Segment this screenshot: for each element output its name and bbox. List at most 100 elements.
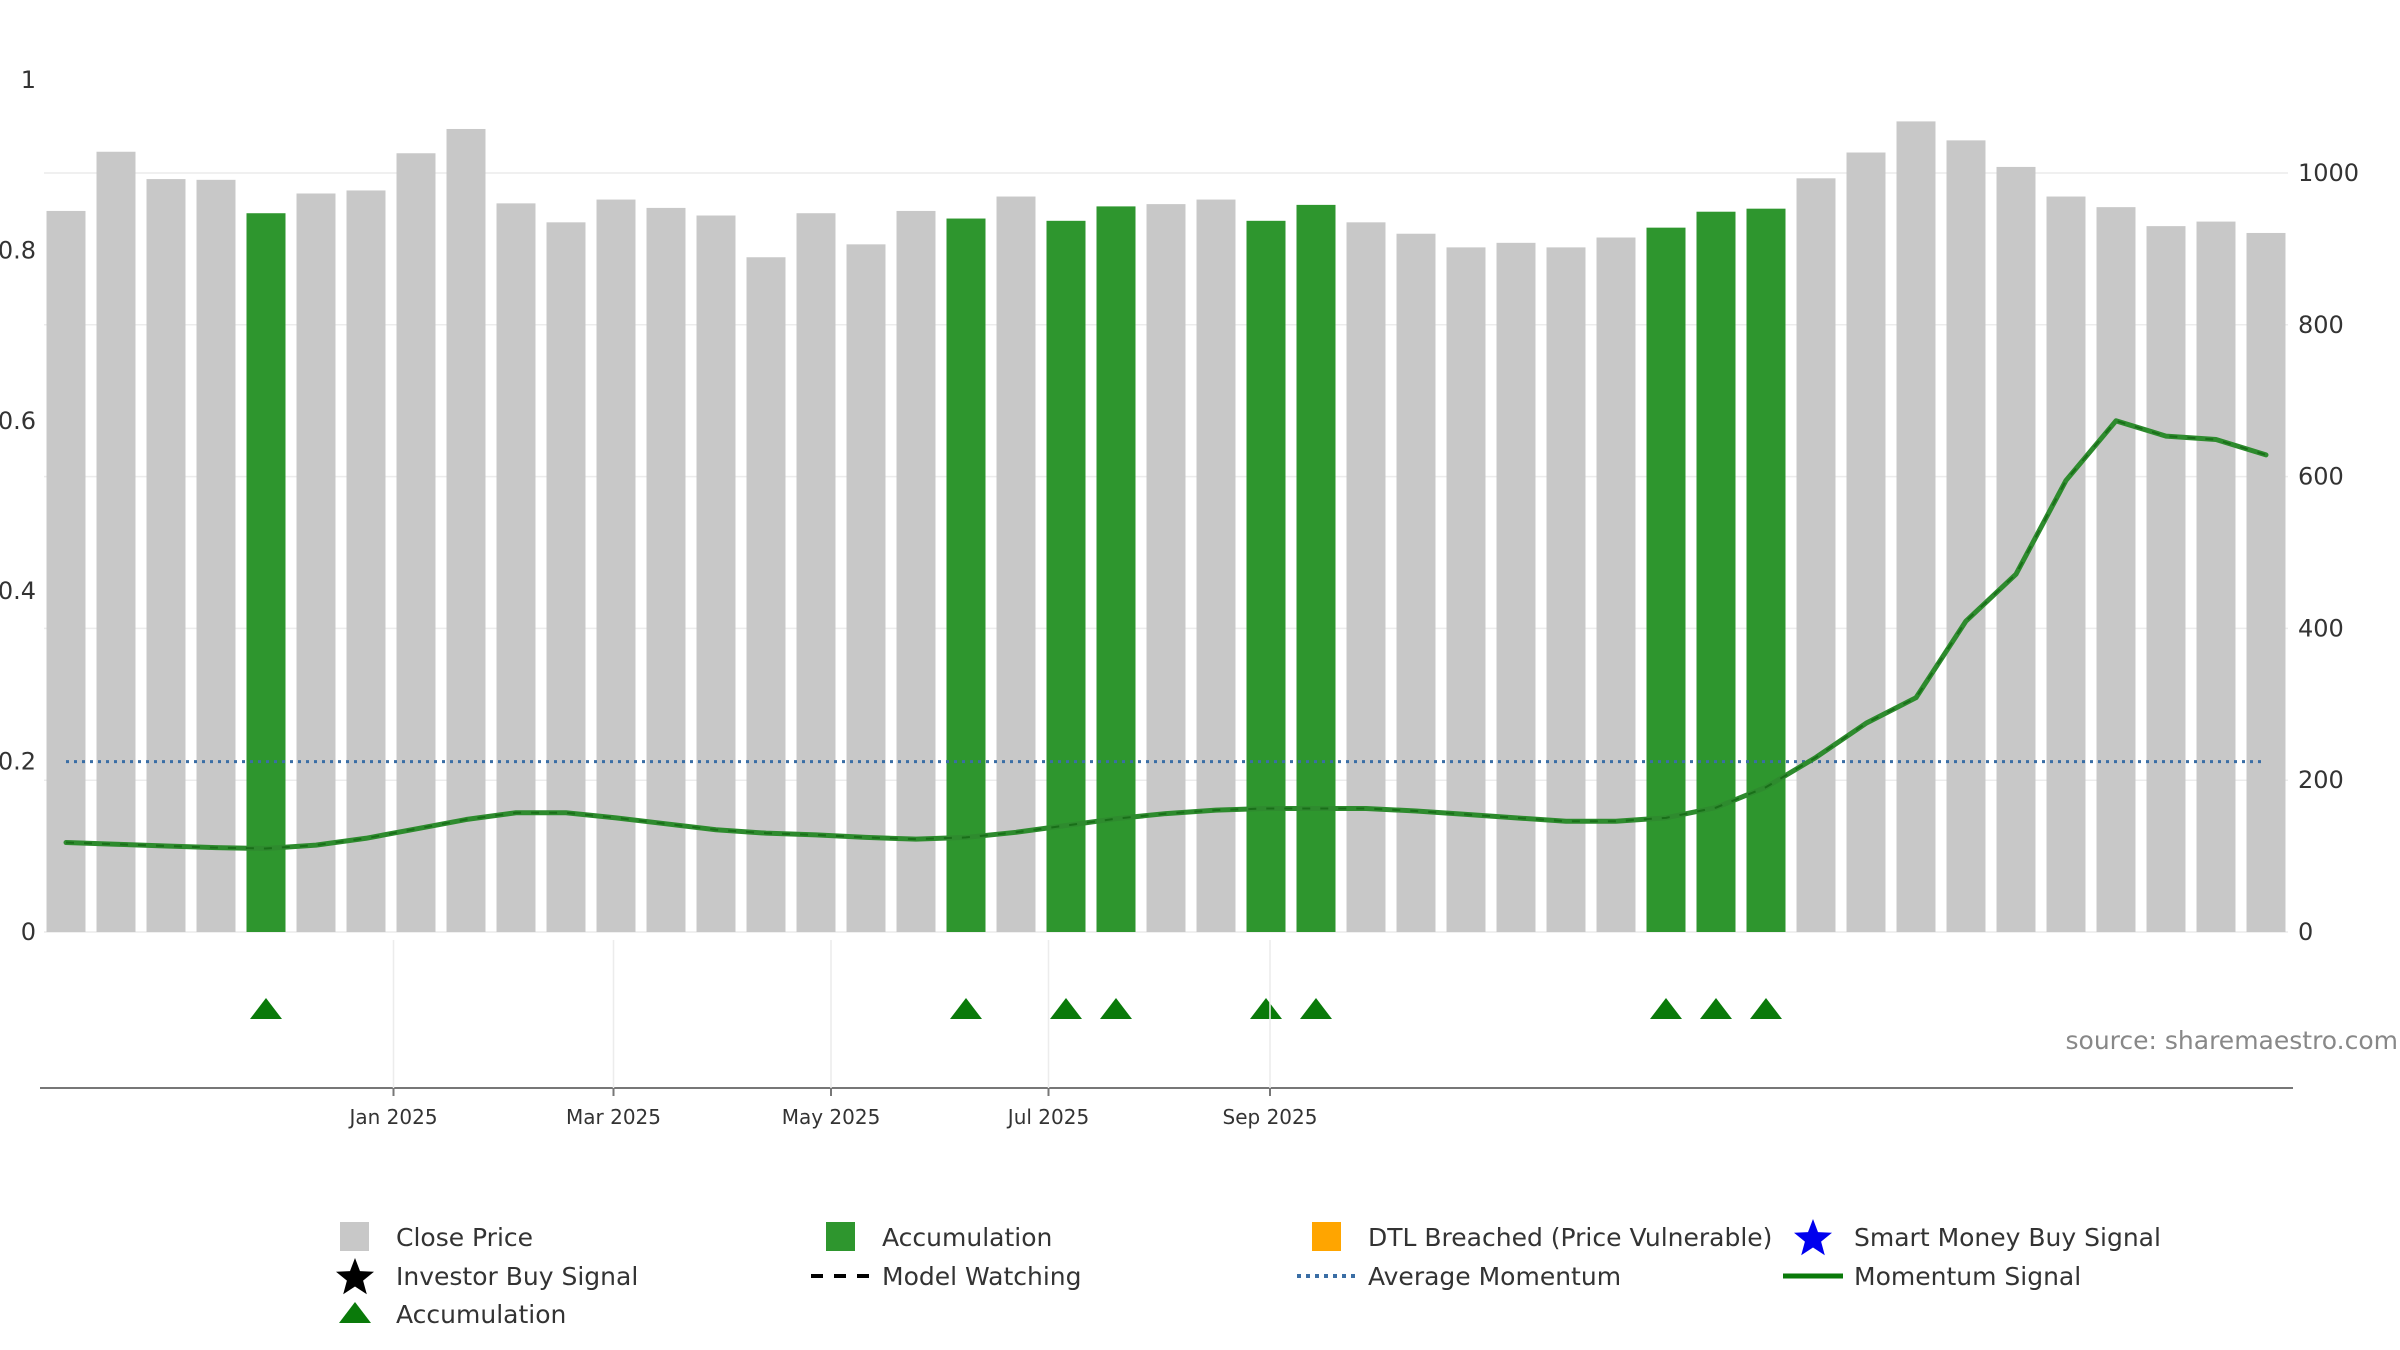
- close-price-bar: [546, 222, 586, 932]
- accumulation-triangle-marker: [950, 998, 982, 1019]
- accumulation-bar: [1246, 220, 1286, 932]
- accumulation-bar: [1096, 206, 1136, 932]
- accumulation-triangle-marker: [250, 998, 282, 1019]
- close-price-bar: [196, 179, 236, 932]
- close-price-bar: [1396, 233, 1436, 933]
- source-label: source: sharemaestro.com: [2066, 1026, 2399, 1055]
- gray-square-icon: [340, 1222, 369, 1251]
- accumulation-triangle-marker: [1050, 998, 1082, 1019]
- close-price-bar: [1946, 140, 1986, 932]
- close-price-bar: [396, 153, 436, 933]
- left-axis-ticks: 0 0.2 0.4 0.6 0.8 1: [0, 66, 36, 946]
- legend-label: Close Price: [396, 1223, 533, 1252]
- accumulation-markers: [250, 998, 1782, 1019]
- right-axis-ticks: 0 200 400 600 800 1000: [2298, 159, 2359, 946]
- close-price-bar: [346, 190, 386, 932]
- legend-item: Model Watching: [811, 1262, 1082, 1291]
- left-axis-tick-label: 0.6: [0, 407, 36, 435]
- close-price-bar: [46, 210, 86, 932]
- momentum-signal-line: [63, 418, 2269, 852]
- legend: Close Price Accumulation DTL Breached (Pri…: [336, 1219, 2161, 1329]
- black-star-icon: [336, 1258, 374, 1295]
- orange-square-icon: [1312, 1222, 1341, 1251]
- legend-item: Average Momentum: [1297, 1262, 1621, 1291]
- accumulation-triangle-marker: [1250, 998, 1282, 1019]
- close-price-bar: [1796, 178, 1836, 933]
- green-triangle-icon: [339, 1302, 371, 1323]
- close-price-bar: [1846, 152, 1886, 932]
- close-price-bar: [746, 257, 786, 932]
- blue-star-icon: [1794, 1219, 1832, 1256]
- green-square-icon: [826, 1222, 855, 1251]
- x-tick-label: May 2025: [782, 1105, 881, 1129]
- legend-label: Accumulation: [882, 1223, 1052, 1252]
- close-price-bar: [446, 128, 486, 932]
- close-price-bar: [1496, 242, 1536, 932]
- right-axis-tick-label: 400: [2298, 614, 2344, 642]
- close-price-bar: [496, 203, 536, 933]
- accumulation-triangle-marker: [1750, 998, 1782, 1019]
- accumulation-bar: [1696, 211, 1736, 933]
- accumulation-bar: [1646, 227, 1686, 932]
- price-bars: [46, 121, 2286, 933]
- close-price-bar: [1546, 247, 1586, 932]
- legend-label: Smart Money Buy Signal: [1854, 1223, 2161, 1252]
- legend-item: Accumulation: [826, 1222, 1052, 1252]
- legend-item: Accumulation: [339, 1300, 566, 1329]
- left-axis-tick-label: 0.4: [0, 577, 36, 605]
- close-price-bar: [846, 244, 886, 932]
- left-axis-tick-label: 1: [21, 66, 36, 94]
- right-axis-tick-label: 800: [2298, 311, 2344, 339]
- x-tick-label: Jul 2025: [1006, 1105, 1089, 1129]
- close-price-bar: [1596, 237, 1636, 932]
- close-price-bar: [646, 207, 686, 932]
- accumulation-triangle-marker: [1100, 998, 1132, 1019]
- legend-label: Accumulation: [396, 1300, 566, 1329]
- close-price-bar: [1146, 204, 1186, 932]
- accumulation-bar: [1746, 208, 1786, 933]
- close-price-bar: [96, 151, 136, 933]
- accumulation-triangle-marker: [1300, 998, 1332, 1019]
- legend-item: Investor Buy Signal: [336, 1258, 638, 1295]
- x-tick-label: Jan 2025: [347, 1105, 437, 1129]
- right-axis-tick-label: 0: [2298, 918, 2313, 946]
- close-price-bar: [696, 215, 736, 932]
- legend-label: Investor Buy Signal: [396, 1262, 638, 1291]
- legend-label: DTL Breached (Price Vulnerable): [1368, 1223, 1772, 1252]
- close-price-bar: [2246, 232, 2286, 932]
- close-price-bar: [2146, 226, 2186, 932]
- close-price-bar: [1896, 121, 1936, 932]
- x-axis: Jan 2025 Mar 2025 May 2025 Jul 2025 Sep 2025: [40, 940, 2293, 1129]
- close-price-bar: [796, 213, 836, 933]
- close-price-bar: [296, 193, 336, 933]
- close-price-bar: [596, 199, 636, 932]
- accumulation-bar: [946, 218, 986, 933]
- right-axis-tick-label: 200: [2298, 766, 2344, 794]
- legend-item: DTL Breached (Price Vulnerable): [1312, 1222, 1772, 1252]
- accumulation-bar: [1046, 220, 1086, 932]
- momentum-signal-overlay: [65, 419, 2267, 850]
- accumulation-bar: [1296, 204, 1336, 933]
- legend-item: Smart Money Buy Signal: [1794, 1219, 2161, 1256]
- legend-label: Momentum Signal: [1854, 1262, 2081, 1291]
- close-price-bar: [1446, 247, 1486, 932]
- close-price-bar: [996, 196, 1036, 933]
- close-price-bar: [896, 210, 936, 932]
- legend-label: Model Watching: [882, 1262, 1082, 1291]
- right-axis-tick-label: 600: [2298, 463, 2344, 491]
- left-axis-tick-label: 0: [21, 918, 36, 946]
- left-axis-tick-label: 0.2: [0, 748, 36, 776]
- left-axis-tick-label: 0.8: [0, 236, 36, 264]
- close-price-bar: [2096, 207, 2136, 932]
- close-price-bar: [1346, 222, 1386, 932]
- accumulation-bar: [246, 213, 286, 933]
- legend-item: Close Price: [340, 1222, 533, 1252]
- legend-item: Momentum Signal: [1783, 1262, 2081, 1291]
- right-axis-tick-label: 1000: [2298, 159, 2359, 187]
- close-price-bar: [2196, 221, 2236, 933]
- close-price-bar: [146, 179, 186, 932]
- x-tick-label: Mar 2025: [566, 1105, 661, 1129]
- x-tick-label: Sep 2025: [1223, 1105, 1318, 1129]
- accumulation-triangle-marker: [1700, 998, 1732, 1019]
